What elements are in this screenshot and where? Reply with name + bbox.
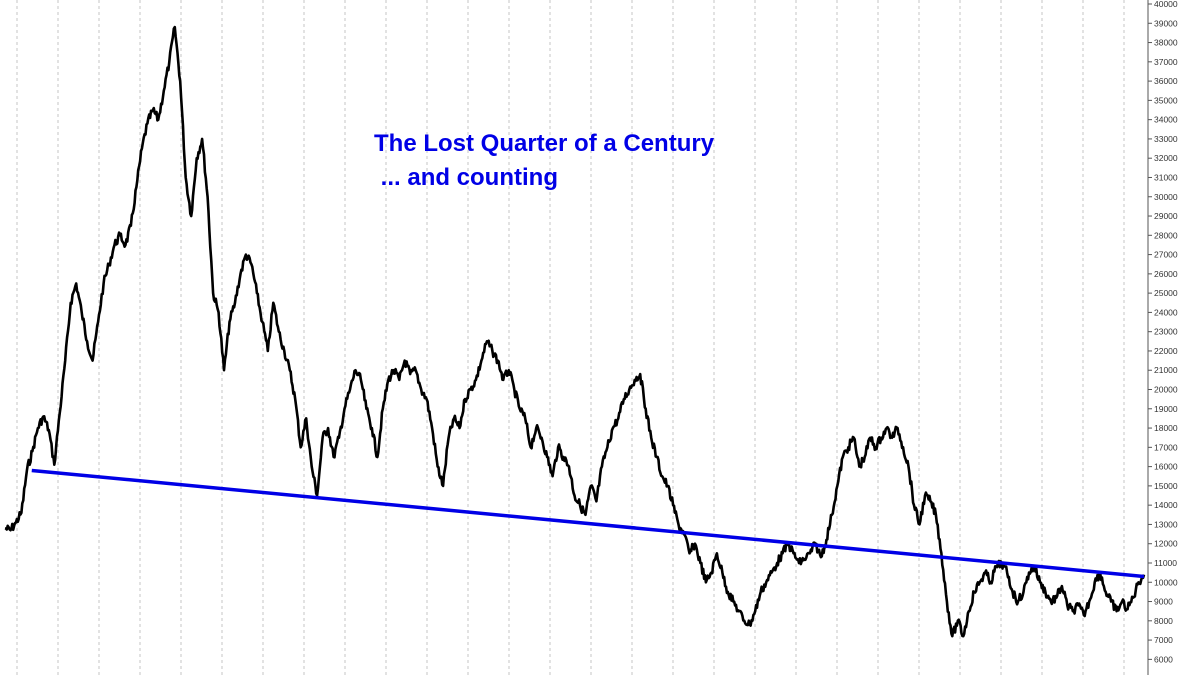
vertical-grid (16, 0, 1125, 675)
y-tick-label: 40000 (1154, 0, 1178, 9)
y-axis: 6000 7000 8000 9000 10000 11000 12000 13000 1400… (1147, 0, 1178, 675)
y-tick-label: 19000 (1154, 404, 1178, 414)
y-tick-label: 29000 (1154, 211, 1178, 221)
y-tick-label: 37000 (1154, 57, 1178, 67)
y-tick-label: 21000 (1154, 365, 1178, 375)
y-tick-label: 8000 (1154, 616, 1173, 626)
y-tick-label: 31000 (1154, 172, 1178, 182)
y-tick-label: 35000 (1154, 95, 1178, 105)
y-tick-label: 30000 (1154, 192, 1178, 202)
y-tick-label: 9000 (1154, 597, 1173, 607)
y-tick-label: 14000 (1154, 500, 1178, 510)
y-tick-label: 39000 (1154, 18, 1178, 28)
y-tick-label: 32000 (1154, 153, 1178, 163)
price-series-line (4, 25, 1146, 638)
y-tick-label: 13000 (1154, 519, 1178, 529)
y-tick-label: 34000 (1154, 115, 1178, 125)
y-tick-label: 33000 (1154, 134, 1178, 144)
y-tick-label: 17000 (1154, 442, 1178, 452)
y-tick-label: 6000 (1154, 654, 1173, 664)
y-tick-label: 10000 (1154, 577, 1178, 587)
y-tick-label: 38000 (1154, 38, 1178, 48)
y-tick-label: 16000 (1154, 462, 1178, 472)
y-tick-label: 15000 (1154, 481, 1178, 491)
y-tick-label: 25000 (1154, 288, 1178, 298)
y-tick-label: 27000 (1154, 250, 1178, 260)
y-tick-label: 28000 (1154, 230, 1178, 240)
y-tick-label: 22000 (1154, 346, 1178, 356)
y-tick-label: 26000 (1154, 269, 1178, 279)
y-tick-label: 7000 (1154, 635, 1173, 645)
y-tick-label: 12000 (1154, 539, 1178, 549)
chart-subtitle: ... and counting (374, 164, 558, 191)
y-tick-label: 23000 (1154, 327, 1178, 337)
trend-line (31, 468, 1145, 579)
y-tick-label: 18000 (1154, 423, 1178, 433)
y-tick-label: 20000 (1154, 385, 1178, 395)
y-tick-label: 11000 (1154, 558, 1177, 568)
chart-title: The Lost Quarter of a Century (374, 130, 715, 157)
y-tick-label: 36000 (1154, 76, 1178, 86)
y-tick-label: 24000 (1154, 307, 1178, 317)
series-layer (4, 25, 1146, 638)
